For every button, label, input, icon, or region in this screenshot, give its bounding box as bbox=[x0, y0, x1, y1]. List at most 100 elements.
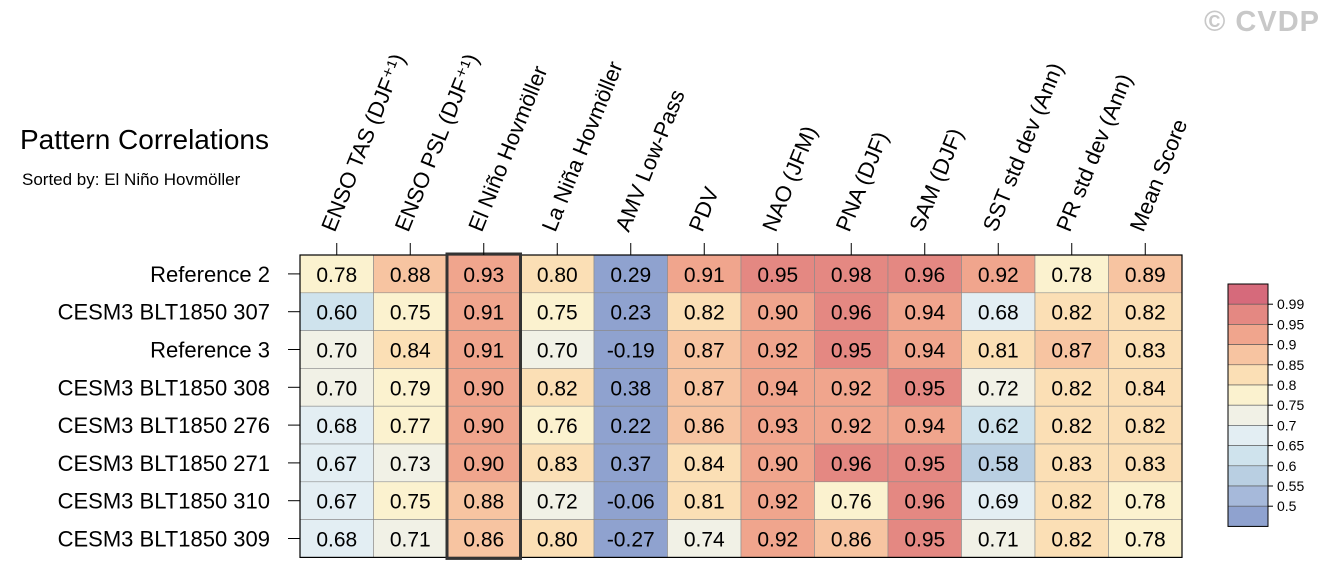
cell-value: 0.82 bbox=[1125, 302, 1166, 325]
heatmap-cell bbox=[667, 405, 742, 445]
cell-value: 0.78 bbox=[1125, 529, 1166, 552]
heatmap-cell bbox=[1108, 481, 1183, 520]
cell-value: 0.68 bbox=[316, 529, 357, 552]
cell-value: 0.70 bbox=[316, 340, 357, 363]
column-label: NAO (JFM) bbox=[757, 122, 822, 234]
cell-value: 0.71 bbox=[390, 529, 431, 552]
cell-value: 0.94 bbox=[904, 415, 945, 438]
heatmap-cell bbox=[520, 330, 595, 369]
heatmap-cell bbox=[887, 519, 962, 558]
cell-value: -0.06 bbox=[607, 491, 655, 514]
cell-value: 0.92 bbox=[757, 340, 798, 363]
cell-value: 0.72 bbox=[537, 491, 578, 514]
colorbar-swatch bbox=[1227, 445, 1269, 467]
heatmap-cell bbox=[667, 519, 742, 558]
heatmap-cell bbox=[667, 443, 742, 483]
heatmap-cell bbox=[1108, 405, 1183, 445]
row-label: CESM3 BLT1850 309 bbox=[58, 527, 270, 552]
cell-value: 0.62 bbox=[978, 415, 1019, 438]
cell-value: 0.91 bbox=[463, 340, 504, 363]
row-label: CESM3 BLT1850 307 bbox=[58, 300, 270, 325]
heatmap-cell bbox=[520, 405, 595, 445]
cell-value: 0.82 bbox=[1051, 529, 1092, 552]
cell-value: 0.83 bbox=[1051, 453, 1092, 476]
cell-value: 0.76 bbox=[537, 415, 578, 438]
colorbar-label: 0.6 bbox=[1277, 458, 1297, 474]
cell-value: 0.70 bbox=[316, 377, 357, 400]
heatmap-cell bbox=[814, 519, 889, 558]
watermark-logo: © CVDP bbox=[1204, 6, 1320, 38]
colorbar-swatch bbox=[1227, 485, 1269, 507]
column-label: Mean Score bbox=[1125, 116, 1193, 235]
heatmap-cell bbox=[961, 481, 1036, 520]
cell-value: 0.92 bbox=[978, 264, 1019, 287]
colorbar-label: 0.55 bbox=[1277, 478, 1304, 494]
heatmap-cell bbox=[887, 330, 962, 369]
cell-value: 0.70 bbox=[537, 340, 578, 363]
cell-value: 0.83 bbox=[1125, 453, 1166, 476]
colorbar-swatch bbox=[1227, 404, 1269, 426]
cell-value: 0.88 bbox=[463, 491, 504, 514]
column-label: La Niña Hovmöller bbox=[537, 58, 628, 235]
cell-value: 0.23 bbox=[610, 302, 651, 325]
cell-value: 0.84 bbox=[1125, 377, 1166, 400]
heatmap-cell bbox=[740, 443, 815, 483]
chart-title: Pattern Correlations bbox=[20, 124, 270, 155]
heatmap-cell bbox=[299, 405, 374, 445]
heatmap-cell bbox=[299, 292, 374, 331]
heatmap-cell bbox=[520, 443, 595, 483]
cell-value: 0.96 bbox=[831, 302, 872, 325]
cell-value: 0.83 bbox=[1125, 340, 1166, 363]
cell-value: 0.77 bbox=[390, 415, 431, 438]
heatmap-cell bbox=[1108, 292, 1183, 331]
cell-value: 0.92 bbox=[757, 529, 798, 552]
cell-value: 0.68 bbox=[978, 302, 1019, 325]
heatmap-cell bbox=[667, 368, 742, 407]
cell-value: 0.87 bbox=[684, 377, 725, 400]
cell-value: 0.71 bbox=[978, 529, 1019, 552]
heatmap-cell bbox=[740, 330, 815, 369]
cell-value: 0.90 bbox=[757, 453, 798, 476]
cell-value: 0.68 bbox=[316, 415, 357, 438]
heatmap-cell bbox=[961, 330, 1036, 369]
cell-value: 0.76 bbox=[831, 491, 872, 514]
cell-value: 0.82 bbox=[684, 302, 725, 325]
heatmap-cell bbox=[740, 368, 815, 407]
cell-value: 0.94 bbox=[757, 377, 798, 400]
colorbar-swatch bbox=[1227, 425, 1269, 446]
cell-value: 0.91 bbox=[463, 302, 504, 325]
heatmap-cell bbox=[814, 405, 889, 445]
heatmap-cell bbox=[593, 481, 668, 520]
cell-value: 0.84 bbox=[684, 453, 725, 476]
column-label: PDV bbox=[684, 183, 724, 235]
heatmap-cell bbox=[1034, 481, 1109, 520]
heatmap-cell bbox=[887, 292, 962, 331]
row-label: CESM3 BLT1850 310 bbox=[58, 489, 270, 514]
heatmap-cell bbox=[593, 292, 668, 331]
heatmap-cell bbox=[961, 368, 1036, 407]
heatmap-cell bbox=[373, 481, 448, 520]
cell-value: 0.58 bbox=[978, 453, 1019, 476]
heatmap-cell bbox=[667, 330, 742, 369]
cell-value: 0.84 bbox=[390, 340, 431, 363]
heatmap-cell bbox=[1034, 368, 1109, 407]
cell-value: 0.93 bbox=[463, 264, 504, 287]
heatmap-cell bbox=[1108, 519, 1183, 558]
cell-value: 0.60 bbox=[316, 302, 357, 325]
colorbar-swatch bbox=[1227, 505, 1269, 527]
cell-value: 0.92 bbox=[831, 415, 872, 438]
cell-value: 0.75 bbox=[390, 302, 431, 325]
heatmap-cell bbox=[887, 368, 962, 407]
column-label: SST std dev (Ann) bbox=[978, 59, 1068, 235]
cell-value: 0.86 bbox=[684, 415, 725, 438]
heatmap-cell bbox=[593, 405, 668, 445]
cell-value: 0.92 bbox=[757, 491, 798, 514]
row-label: CESM3 BLT1850 276 bbox=[58, 413, 270, 438]
cell-value: 0.95 bbox=[831, 340, 872, 363]
column-label: PNA (DJF) bbox=[831, 128, 894, 235]
cell-value: 0.29 bbox=[610, 264, 651, 287]
colorbar-label: 0.75 bbox=[1277, 397, 1304, 413]
heatmap-cell bbox=[814, 481, 889, 520]
heatmap-cell bbox=[740, 519, 815, 558]
cell-value: 0.82 bbox=[1051, 415, 1092, 438]
